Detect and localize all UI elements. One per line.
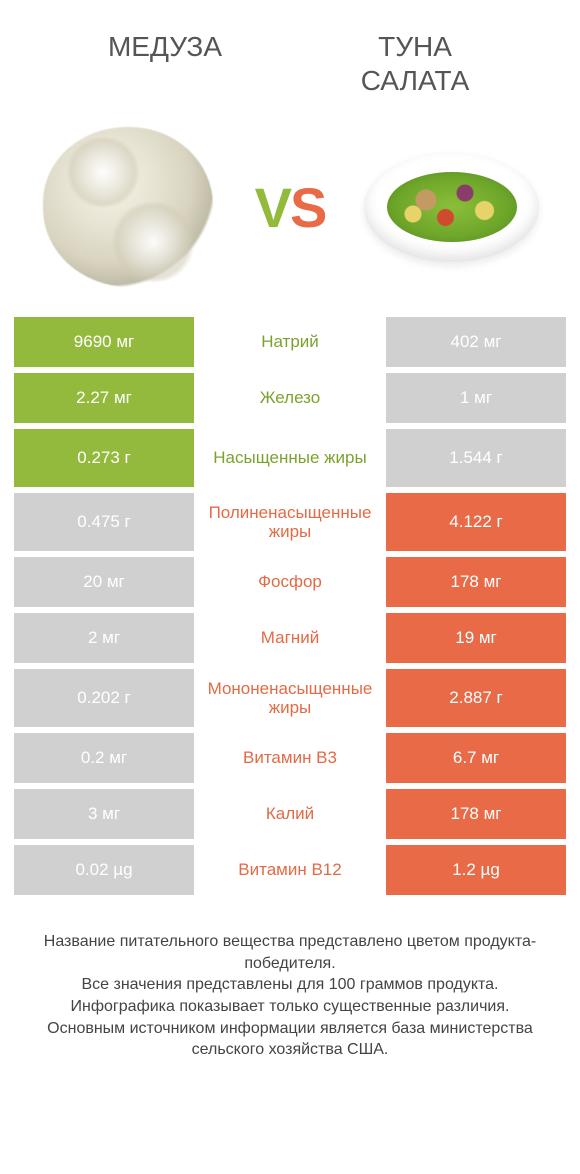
cell-left: 0.2 мг — [14, 733, 194, 783]
cell-label: Мононенасыщенные жиры — [194, 669, 386, 727]
cell-label: Железо — [194, 373, 386, 423]
table-row: 0.273 гНасыщенные жиры1.544 г — [14, 429, 566, 487]
cell-right: 1.544 г — [386, 429, 566, 487]
cell-label: Калий — [194, 789, 386, 839]
table-row: 0.02 µgВитамин B121.2 µg — [14, 845, 566, 895]
table-row: 0.202 гМононенасыщенные жиры2.887 г — [14, 669, 566, 727]
cell-right: 19 мг — [386, 613, 566, 663]
cell-right: 178 мг — [386, 557, 566, 607]
vs-letter-v: V — [255, 176, 290, 239]
footer: Название питательного вещества представл… — [0, 901, 580, 1061]
salad-plate-icon — [364, 152, 539, 262]
vs-letter-s: S — [290, 176, 325, 239]
footer-line-3: Инфографика показывает только существенн… — [22, 996, 558, 1018]
cell-right: 2.887 г — [386, 669, 566, 727]
cell-left: 2 мг — [14, 613, 194, 663]
table-row: 9690 мгНатрий402 мг — [14, 317, 566, 367]
cell-left: 9690 мг — [14, 317, 194, 367]
table-row: 0.2 мгВитамин B36.7 мг — [14, 733, 566, 783]
header-left: Медуза — [40, 30, 290, 97]
cell-label: Натрий — [194, 317, 386, 367]
cell-right: 1.2 µg — [386, 845, 566, 895]
cell-right: 402 мг — [386, 317, 566, 367]
title-left: Медуза — [40, 30, 290, 64]
table-row: 3 мгКалий178 мг — [14, 789, 566, 839]
footer-line-4: Основным источником информации является … — [22, 1018, 558, 1061]
cell-label: Насыщенные жиры — [194, 429, 386, 487]
jellyfish-icon — [43, 127, 213, 287]
table-row: 20 мгФосфор178 мг — [14, 557, 566, 607]
cell-left: 0.273 г — [14, 429, 194, 487]
cell-left: 0.475 г — [14, 493, 194, 551]
table-row: 0.475 гПолиненасыщенные жиры4.122 г — [14, 493, 566, 551]
cell-label: Витамин B12 — [194, 845, 386, 895]
footer-line-2: Все значения представлены для 100 граммо… — [22, 974, 558, 996]
cell-right: 4.122 г — [386, 493, 566, 551]
cell-label: Витамин B3 — [194, 733, 386, 783]
cell-left: 20 мг — [14, 557, 194, 607]
cell-left: 2.27 мг — [14, 373, 194, 423]
cell-right: 178 мг — [386, 789, 566, 839]
comparison-table: 9690 мгНатрий402 мг 2.27 мгЖелезо1 мг 0.27… — [0, 317, 580, 895]
header-right: Туна салата — [290, 30, 540, 97]
food-image-left — [38, 117, 218, 297]
cell-left: 0.202 г — [14, 669, 194, 727]
title-right: Туна салата — [290, 30, 540, 97]
cell-right: 1 мг — [386, 373, 566, 423]
vs-label: VS — [255, 175, 326, 240]
header: Медуза Туна салата — [0, 0, 580, 107]
table-row: 2 мгМагний19 мг — [14, 613, 566, 663]
food-image-right — [362, 117, 542, 297]
vs-row: VS — [0, 107, 580, 317]
cell-label: Магний — [194, 613, 386, 663]
table-row: 2.27 мгЖелезо1 мг — [14, 373, 566, 423]
cell-label: Фосфор — [194, 557, 386, 607]
footer-line-1: Название питательного вещества представл… — [22, 931, 558, 974]
cell-left: 0.02 µg — [14, 845, 194, 895]
salad-pile-icon — [387, 172, 517, 242]
cell-left: 3 мг — [14, 789, 194, 839]
cell-label: Полиненасыщенные жиры — [194, 493, 386, 551]
cell-right: 6.7 мг — [386, 733, 566, 783]
